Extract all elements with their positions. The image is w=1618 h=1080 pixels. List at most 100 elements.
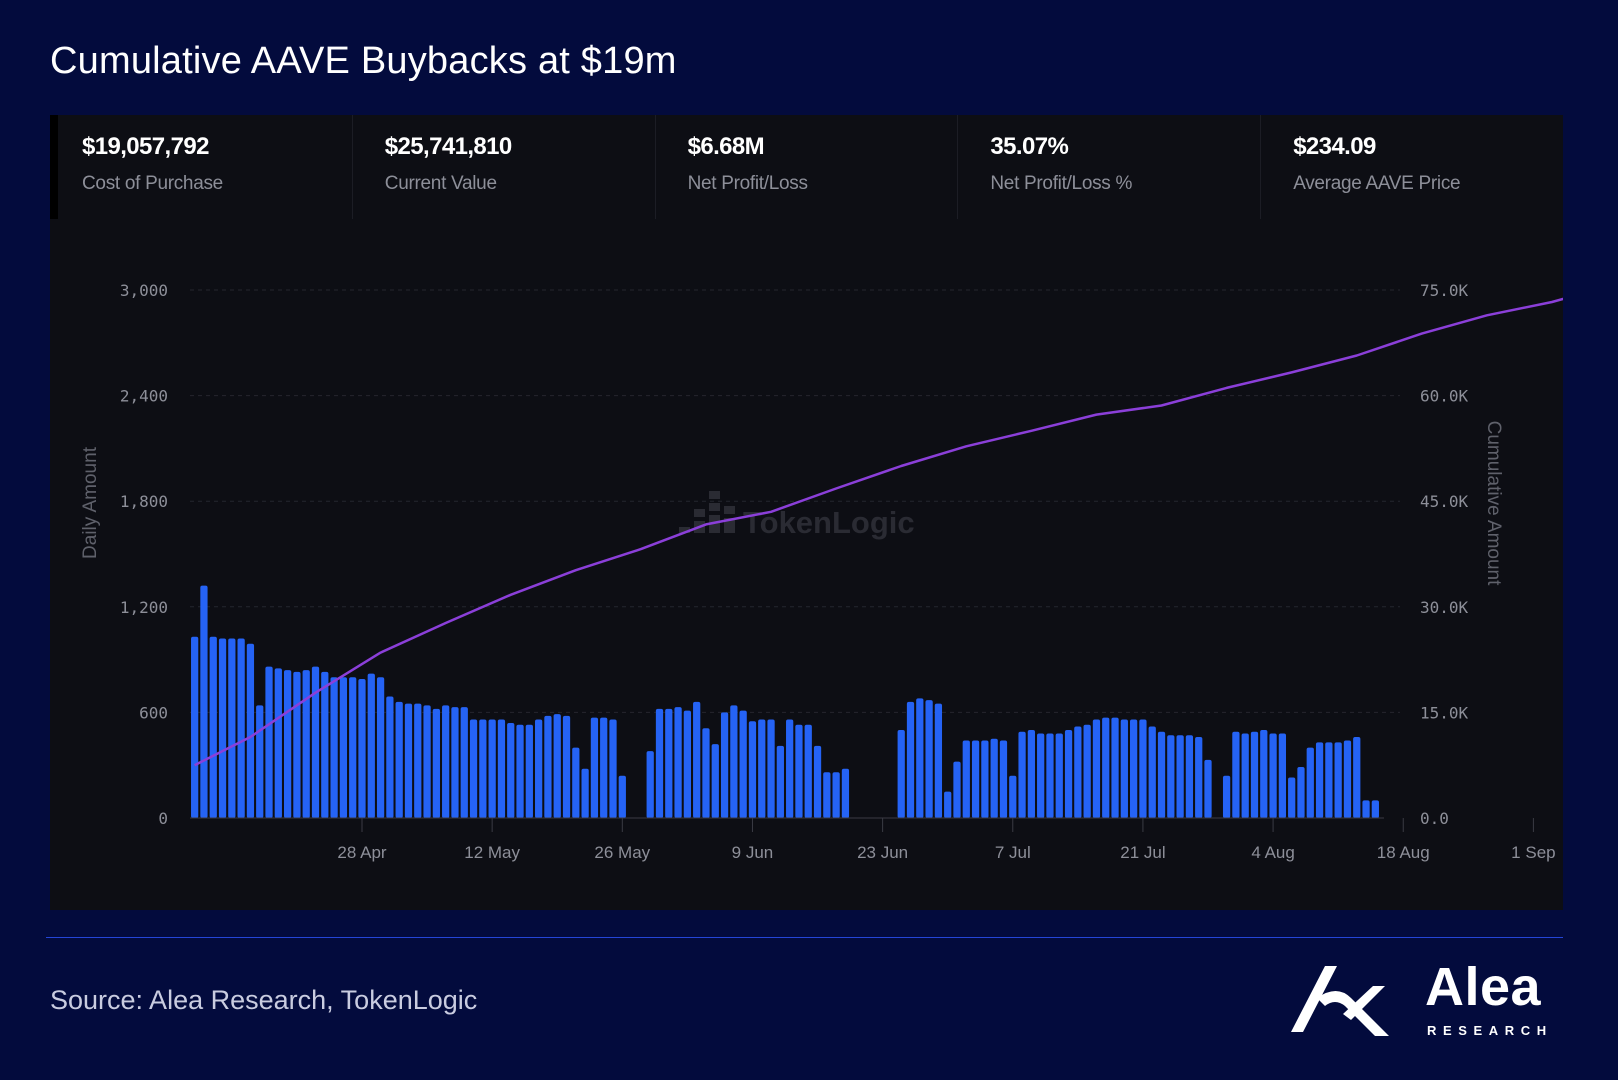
daily-bar — [804, 724, 812, 818]
stat-net-profit-loss-pct: 35.07% Net Profit/Loss % — [958, 115, 1262, 219]
daily-bar — [1288, 777, 1296, 818]
y2-axis-label: Cumulative Amount — [1483, 421, 1504, 586]
daily-bar — [1353, 737, 1361, 818]
tokenlogic-logo-icon — [679, 491, 735, 533]
daily-bar — [302, 670, 310, 818]
daily-bar — [367, 673, 375, 818]
daily-bar — [293, 671, 301, 818]
daily-bar — [953, 761, 961, 818]
source-note: Source: Alea Research, TokenLogic — [50, 985, 478, 1015]
logo-subtitle: RESEARCH — [1427, 1023, 1553, 1038]
daily-bar — [544, 715, 552, 818]
daily-bar — [535, 719, 543, 818]
stat-label: Current Value — [384, 173, 497, 194]
daily-bar — [981, 740, 989, 818]
daily-bar — [1371, 800, 1379, 818]
daily-bar — [1306, 747, 1314, 818]
daily-bar — [311, 666, 320, 818]
daily-bar — [795, 724, 803, 818]
daily-bar — [1027, 730, 1035, 818]
daily-bar — [572, 747, 580, 818]
daily-bar — [832, 772, 840, 818]
daily-bar — [1250, 731, 1259, 818]
stat-net-profit-loss: $6.68M Net Profit/Loss — [656, 115, 959, 219]
daily-bar — [934, 703, 943, 818]
daily-bar — [358, 678, 366, 818]
daily-bar — [283, 670, 292, 818]
left-axis-ticks: 0 600 1,200 1,800 2,400 3,000 — [120, 281, 168, 828]
daily-bar — [683, 710, 692, 818]
daily-bar — [191, 636, 199, 818]
daily-bar — [218, 638, 227, 818]
daily-bar — [1176, 735, 1184, 818]
daily-bar — [841, 768, 850, 818]
page-title: Cumulative AAVE Buybacks at $19m — [50, 40, 677, 82]
stat-label: Average AAVE Price — [1293, 173, 1461, 194]
x-tick-label: 12 May — [464, 843, 520, 862]
y-tick-label: 0 — [158, 809, 168, 828]
daily-bar — [776, 745, 784, 818]
y2-tick-label: 75.0K — [1420, 281, 1469, 300]
alea-research-logo: Alea RESEARCH — [1285, 957, 1565, 1040]
daily-bar — [553, 714, 561, 818]
daily-bar — [618, 775, 626, 818]
daily-bar — [971, 740, 980, 818]
daily-bar — [1278, 733, 1287, 818]
alea-logo-icon — [1291, 966, 1389, 1036]
daily-bar — [488, 719, 496, 818]
daily-bar — [665, 708, 673, 818]
daily-bar — [1343, 740, 1352, 818]
y2-tick-label: 45.0K — [1420, 492, 1469, 511]
daily-bar — [1148, 726, 1156, 818]
logo-wordmark: Alea — [1425, 957, 1542, 1017]
daily-bar — [758, 719, 766, 818]
daily-bar — [339, 677, 348, 818]
daily-bar — [1092, 719, 1101, 818]
stat-label: Net Profit/Loss — [687, 173, 808, 194]
daily-bar — [702, 728, 710, 818]
buyback-chart: TokenLogic 0 600 1,200 1,800 2,400 3,000 0.0 1… — [80, 281, 1563, 862]
daily-bar — [1297, 766, 1305, 818]
x-tick-label: 21 Jul — [1120, 843, 1165, 862]
daily-bar — [200, 585, 208, 818]
stat-cost-of-purchase: $19,057,792 Cost of Purchase — [50, 115, 353, 219]
daily-bar — [1111, 717, 1119, 818]
daily-bar — [999, 740, 1008, 818]
stat-average-aave-price: $234.09 Average AAVE Price — [1261, 115, 1563, 219]
daily-bar — [711, 744, 719, 818]
stat-label: Cost of Purchase — [82, 173, 223, 194]
daily-bar — [1185, 735, 1194, 818]
daily-bar — [590, 717, 599, 818]
daily-bar — [469, 719, 478, 818]
daily-bar — [237, 638, 245, 818]
x-tick-label: 9 Jun — [732, 843, 774, 862]
footer-divider — [46, 937, 1563, 938]
daily-bar — [962, 740, 970, 818]
daily-bar — [600, 717, 608, 818]
x-tick-label: 7 Jul — [995, 843, 1031, 862]
daily-bar — [376, 677, 385, 818]
stat-value: $19,057,792 — [82, 133, 209, 160]
daily-bar — [1334, 742, 1342, 818]
daily-bar — [739, 710, 747, 818]
daily-bar — [256, 705, 264, 818]
y2-tick-label: 30.0K — [1420, 598, 1469, 617]
daily-bar — [1083, 724, 1091, 818]
daily-bar — [1074, 726, 1082, 818]
daily-bar — [525, 724, 533, 818]
y-axis-label: Daily Amount — [80, 446, 101, 559]
daily-bar — [460, 707, 468, 818]
daily-bar — [823, 772, 831, 818]
daily-bar — [1222, 775, 1231, 818]
daily-bar — [990, 738, 998, 818]
daily-bar — [1018, 731, 1026, 818]
daily-bar — [1241, 733, 1249, 818]
daily-bar — [1064, 730, 1073, 818]
daily-bar — [562, 715, 571, 818]
daily-bar — [479, 719, 487, 818]
daily-bar — [414, 703, 422, 818]
daily-bar — [1130, 719, 1138, 818]
y2-tick-label: 0.0 — [1420, 809, 1449, 828]
daily-bar — [1325, 742, 1333, 818]
daily-bar — [674, 707, 682, 818]
